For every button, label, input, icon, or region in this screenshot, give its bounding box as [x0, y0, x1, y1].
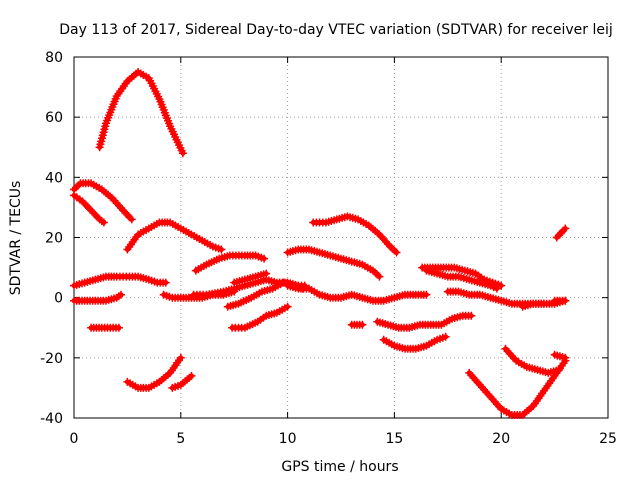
series-arc-6 — [87, 323, 123, 332]
series-arc-23 — [422, 266, 501, 293]
data-point — [441, 332, 450, 341]
series-arc-20 — [373, 311, 476, 332]
series-arc-7 — [123, 218, 226, 254]
series-arc-25 — [518, 299, 548, 311]
data-point — [492, 284, 501, 293]
axis-ticks: 0 5 10 15 20 25 -40 -20 0 20 40 60 80 — [40, 50, 617, 447]
data-point — [358, 320, 367, 329]
y-tick-label: 0 — [54, 291, 63, 307]
x-tick-label: 10 — [279, 431, 297, 447]
series-arc-19 — [347, 320, 367, 329]
data-point — [127, 215, 136, 224]
data-point — [561, 296, 570, 305]
y-tick-label: -40 — [40, 411, 63, 427]
data-point — [422, 290, 431, 299]
series-arc-14 — [230, 269, 271, 287]
data-point — [392, 248, 401, 257]
y-tick-label: 60 — [45, 110, 63, 126]
series-arc-5 — [70, 290, 125, 305]
series-arc-9 — [123, 353, 185, 392]
data-point — [262, 269, 271, 278]
data-point — [283, 302, 292, 311]
y-tick-label: 80 — [45, 50, 63, 66]
data-point — [561, 353, 570, 362]
x-tick-label: 25 — [599, 431, 617, 447]
data-point — [375, 272, 384, 281]
series-arc-21 — [379, 332, 450, 353]
y-tick-label: 20 — [45, 231, 63, 247]
data-point — [554, 365, 563, 374]
x-axis-label: GPS time / hours — [281, 459, 398, 475]
series-arc-16 — [283, 281, 431, 305]
series-arc-29 — [550, 350, 570, 362]
data-point — [99, 218, 108, 227]
series-arc-10 — [168, 371, 196, 392]
data-point — [217, 245, 226, 254]
y-tick-label: 40 — [45, 170, 63, 186]
x-tick-label: 20 — [492, 431, 510, 447]
data-point — [260, 254, 269, 263]
series-arc-4 — [70, 272, 170, 290]
data-point — [176, 353, 185, 362]
x-tick-label: 15 — [385, 431, 403, 447]
x-tick-label: 0 — [70, 431, 79, 447]
series-arc-3 — [70, 191, 108, 227]
data-point — [467, 311, 476, 320]
series-arc-11 — [191, 251, 269, 275]
series-arc-2 — [70, 179, 136, 224]
data-point — [161, 278, 170, 287]
data-point — [178, 149, 187, 158]
series-arc-28 — [501, 344, 563, 377]
series-arc-17 — [283, 245, 384, 281]
y-tick-label: -20 — [40, 351, 63, 367]
chart-title: Day 113 of 2017, Sidereal Day-to-day VTE… — [59, 22, 613, 38]
series-arc-26 — [550, 296, 570, 305]
series-arc-15 — [228, 302, 292, 332]
series-arc-1 — [95, 68, 187, 158]
data-series — [70, 68, 570, 419]
series-arc-30 — [552, 224, 570, 242]
data-point — [561, 224, 570, 233]
data-point — [114, 323, 123, 332]
data-point — [117, 290, 125, 299]
data-point — [497, 281, 506, 290]
data-point — [187, 371, 196, 380]
series-arc-27 — [465, 356, 570, 419]
y-axis-label: SDTVAR / TECUs — [8, 181, 24, 296]
x-tick-label: 5 — [176, 431, 185, 447]
grid — [74, 57, 608, 418]
data-point — [539, 299, 548, 308]
series-arc-18 — [309, 212, 401, 257]
